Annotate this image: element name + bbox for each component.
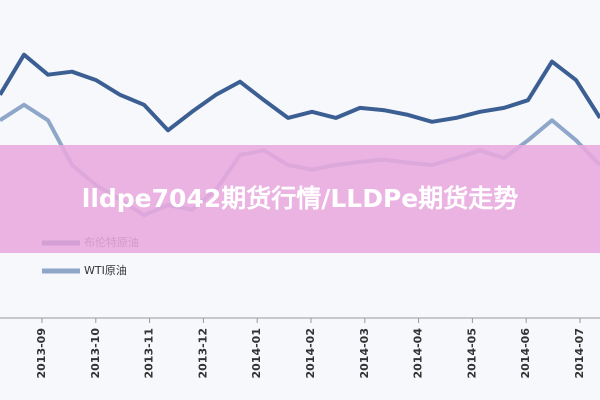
line-series bbox=[0, 52, 600, 133]
x-tick-label: 2014-05 bbox=[465, 328, 478, 379]
x-tick-label: 2014-06 bbox=[519, 328, 532, 379]
x-tick-label: 2013-09 bbox=[35, 328, 48, 379]
x-tick-label: 2013-10 bbox=[89, 328, 102, 379]
x-tick-label: 2014-07 bbox=[573, 328, 586, 379]
x-tick-label: 2014-03 bbox=[358, 328, 371, 379]
x-tick-label: 2014-04 bbox=[412, 328, 425, 379]
x-tick-label: 2014-02 bbox=[304, 328, 317, 379]
x-tick-label: 2014-01 bbox=[250, 328, 263, 379]
x-tick-label: 2013-11 bbox=[143, 328, 156, 379]
chart-title: lldpe7042期货行情/LLDPe期货走势 bbox=[81, 184, 519, 213]
x-tick-label: 2013-12 bbox=[196, 328, 209, 379]
legend-label: WTI原油 bbox=[84, 263, 127, 277]
title-banner: lldpe7042期货行情/LLDPe期货走势 bbox=[0, 145, 600, 253]
